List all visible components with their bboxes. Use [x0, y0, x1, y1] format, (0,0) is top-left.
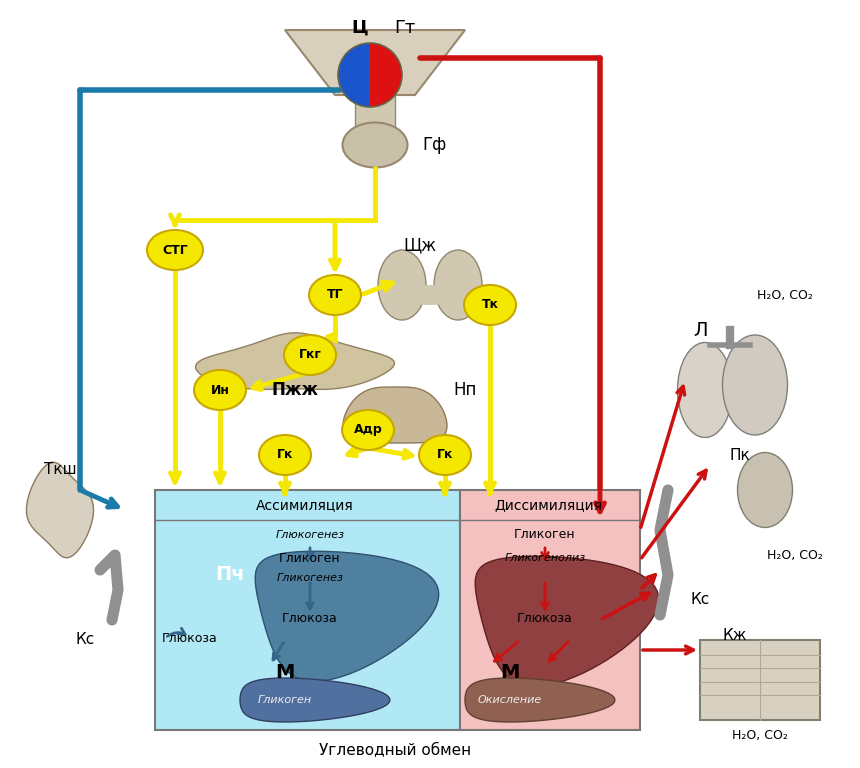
Ellipse shape: [194, 370, 246, 410]
Ellipse shape: [419, 435, 471, 475]
Ellipse shape: [434, 250, 482, 320]
Text: Л: Л: [693, 320, 707, 339]
Text: Гликоген: Гликоген: [514, 528, 576, 541]
Polygon shape: [285, 30, 465, 95]
Text: Глюкоза: Глюкоза: [163, 631, 218, 644]
Text: Гликогенолиз: Гликогенолиз: [505, 553, 586, 563]
Text: Гликогенез: Гликогенез: [277, 573, 343, 583]
Text: Гк: Гк: [277, 449, 293, 462]
Text: Кс: Кс: [691, 592, 710, 607]
Text: Кс: Кс: [76, 633, 95, 647]
Polygon shape: [476, 556, 659, 687]
Text: Пжж: Пжж: [272, 381, 318, 399]
Ellipse shape: [342, 123, 408, 167]
Polygon shape: [465, 678, 615, 722]
Ellipse shape: [678, 343, 733, 438]
Text: Глюкогенез: Глюкогенез: [275, 530, 345, 540]
Text: Кж: Кж: [722, 627, 747, 643]
Text: М: М: [275, 664, 295, 683]
Ellipse shape: [259, 435, 311, 475]
Text: СТГ: СТГ: [163, 243, 187, 257]
Text: Гт: Гт: [395, 19, 415, 37]
Polygon shape: [240, 678, 390, 722]
Text: Глюкоза: Глюкоза: [517, 611, 573, 624]
Ellipse shape: [464, 285, 516, 325]
Bar: [355, 95, 395, 130]
Text: Ткш: Ткш: [44, 462, 77, 478]
Ellipse shape: [284, 335, 336, 375]
Text: Пк: Пк: [729, 448, 751, 462]
Text: Углеводный обмен: Углеводный обмен: [319, 743, 471, 757]
Ellipse shape: [738, 452, 793, 528]
Wedge shape: [370, 43, 402, 107]
Text: H₂O, CO₂: H₂O, CO₂: [767, 548, 823, 561]
Text: Тк: Тк: [482, 299, 499, 312]
Polygon shape: [255, 551, 439, 681]
Text: Гкг: Гкг: [298, 349, 322, 362]
Text: Глюкоза: Глюкоза: [282, 611, 338, 624]
Ellipse shape: [400, 285, 460, 305]
Text: Гликоген: Гликоген: [280, 551, 341, 564]
Text: Пч: Пч: [215, 565, 245, 584]
Text: Гк: Гк: [437, 449, 453, 462]
Bar: [700, 640, 820, 720]
Text: Ассимиляция: Ассимиляция: [256, 498, 353, 512]
Ellipse shape: [378, 250, 426, 320]
Text: Окисление: Окисление: [478, 695, 542, 705]
Ellipse shape: [722, 335, 788, 435]
Text: ТГ: ТГ: [327, 289, 343, 302]
Text: Ин: Ин: [211, 383, 230, 396]
Text: Нп: Нп: [453, 381, 476, 399]
Ellipse shape: [309, 275, 361, 315]
Polygon shape: [195, 333, 395, 389]
Ellipse shape: [342, 410, 394, 450]
Text: М: М: [501, 664, 519, 683]
Ellipse shape: [147, 230, 203, 270]
Text: H₂O, CO₂: H₂O, CO₂: [757, 289, 813, 302]
Text: H₂O, CO₂: H₂O, CO₂: [732, 729, 788, 741]
Bar: [155, 490, 460, 730]
Bar: [460, 490, 640, 730]
Text: Диссимиляция: Диссимиляция: [494, 498, 602, 512]
Text: Щж: Щж: [403, 236, 437, 254]
Polygon shape: [343, 387, 447, 443]
Polygon shape: [27, 462, 94, 558]
Text: Адр: Адр: [353, 423, 383, 436]
Wedge shape: [338, 43, 370, 107]
Text: Ц: Ц: [352, 19, 368, 37]
Text: Гликоген: Гликоген: [258, 695, 312, 705]
Text: Гф: Гф: [423, 136, 447, 154]
